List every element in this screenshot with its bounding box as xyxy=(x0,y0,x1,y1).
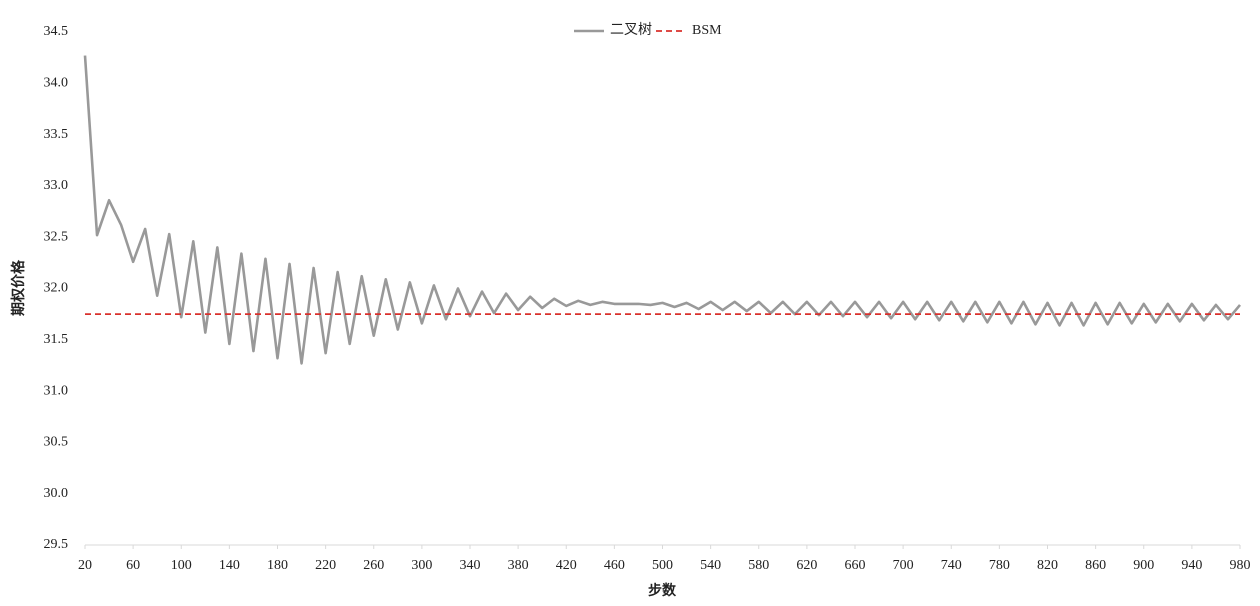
x-tick-label: 60 xyxy=(126,558,140,573)
legend-label: 二叉树 xyxy=(610,22,652,38)
x-tick-label: 980 xyxy=(1230,558,1251,573)
x-tick-label: 700 xyxy=(893,558,914,573)
y-tick-label: 33.5 xyxy=(44,127,69,142)
x-tick-label: 580 xyxy=(748,558,769,573)
x-tick-label: 420 xyxy=(556,558,577,573)
y-tick-label: 34.0 xyxy=(44,76,69,91)
y-tick-label: 30.0 xyxy=(44,486,69,501)
y-tick-label: 32.5 xyxy=(44,229,69,244)
x-tick-label: 860 xyxy=(1085,558,1106,573)
x-tick-label: 340 xyxy=(460,558,481,573)
y-tick-label: 31.0 xyxy=(44,383,69,398)
y-tick-label: 32.0 xyxy=(44,281,69,296)
x-tick-label: 900 xyxy=(1133,558,1154,573)
x-tick-label: 500 xyxy=(652,558,673,573)
x-tick-label: 460 xyxy=(604,558,625,573)
x-tick-label: 940 xyxy=(1181,558,1202,573)
y-tick-label: 31.5 xyxy=(44,332,69,347)
x-tick-label: 220 xyxy=(315,558,336,573)
series-line xyxy=(83,55,1241,365)
x-tick-label: 660 xyxy=(845,558,866,573)
x-tick-label: 540 xyxy=(700,558,721,573)
x-tick-label: 100 xyxy=(171,558,192,573)
x-tick-label: 620 xyxy=(796,558,817,573)
x-tick-label: 740 xyxy=(941,558,962,573)
y-tick-label: 29.5 xyxy=(44,537,69,552)
x-axis-label: 步数 xyxy=(648,582,677,599)
x-tick-label: 300 xyxy=(411,558,432,573)
y-axis-label: 期权价格 xyxy=(10,259,27,316)
legend-label: BSM xyxy=(692,23,722,38)
x-tick-label: 260 xyxy=(363,558,384,573)
x-tick-label: 780 xyxy=(989,558,1010,573)
y-tick-label: 30.5 xyxy=(44,435,69,450)
x-tick-label: 20 xyxy=(78,558,92,573)
x-tick-label: 820 xyxy=(1037,558,1058,573)
y-tick-label: 34.5 xyxy=(44,24,69,39)
x-tick-label: 180 xyxy=(267,558,288,573)
x-tick-label: 380 xyxy=(508,558,529,573)
y-tick-label: 33.0 xyxy=(44,178,69,193)
x-tick-label: 140 xyxy=(219,558,240,573)
